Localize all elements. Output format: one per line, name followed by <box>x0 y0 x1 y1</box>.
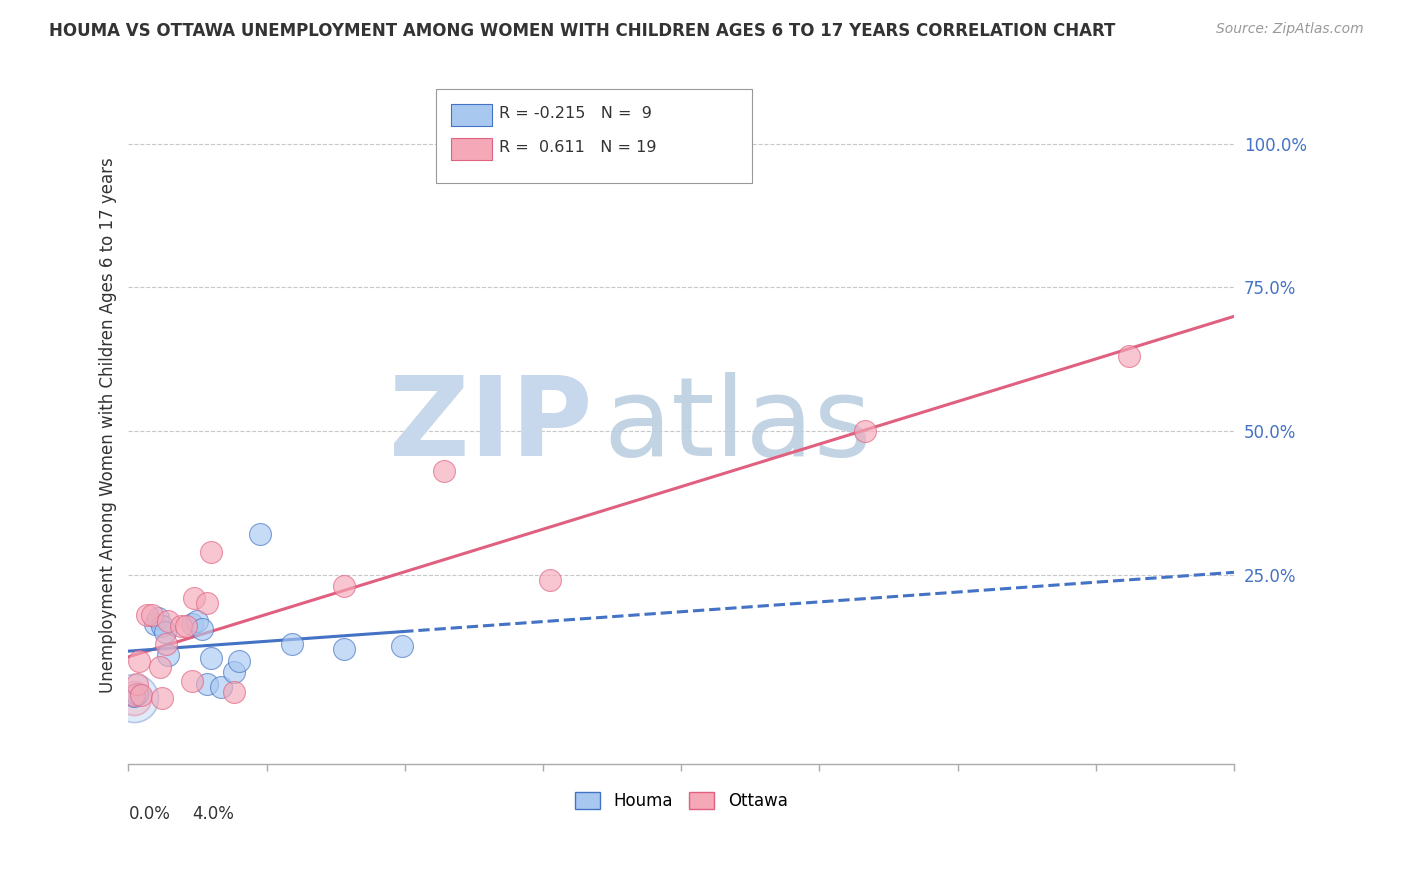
Point <box>136 607 159 622</box>
Point <box>391 640 413 654</box>
Text: 0.0%: 0.0% <box>128 805 170 823</box>
Point <box>197 596 219 610</box>
Text: atlas: atlas <box>603 372 872 479</box>
Point <box>538 574 561 588</box>
Point <box>170 619 193 633</box>
Point <box>125 687 148 701</box>
Point <box>191 622 214 636</box>
Point <box>122 691 145 706</box>
Point <box>122 690 145 704</box>
Point <box>209 680 232 694</box>
Point <box>155 625 177 640</box>
Point <box>180 616 202 631</box>
Point <box>855 424 877 438</box>
Point <box>222 665 245 680</box>
Point <box>222 685 245 699</box>
Point <box>176 619 198 633</box>
Point <box>186 614 208 628</box>
Y-axis label: Unemployment Among Women with Children Ages 6 to 17 years: Unemployment Among Women with Children A… <box>100 158 117 693</box>
Point <box>183 591 205 605</box>
Point <box>200 545 222 559</box>
Point <box>197 677 219 691</box>
Point <box>228 654 250 668</box>
Text: ZIP: ZIP <box>389 372 593 479</box>
Point <box>150 691 173 706</box>
Point <box>180 673 202 688</box>
Point <box>249 527 271 541</box>
Point <box>125 677 148 691</box>
Text: R =  0.611   N = 19: R = 0.611 N = 19 <box>499 140 657 155</box>
Point <box>146 611 169 625</box>
Point <box>200 651 222 665</box>
Point <box>433 464 456 478</box>
Legend: Houma, Ottawa: Houma, Ottawa <box>568 786 794 817</box>
Point <box>333 579 356 593</box>
Point <box>155 637 177 651</box>
Point <box>333 642 356 657</box>
Text: 4.0%: 4.0% <box>191 805 233 823</box>
Point <box>150 619 173 633</box>
Point <box>122 689 145 703</box>
Text: R = -0.215   N =  9: R = -0.215 N = 9 <box>499 106 652 121</box>
Point <box>149 659 172 673</box>
Point <box>143 616 166 631</box>
Point <box>122 691 145 706</box>
Text: Source: ZipAtlas.com: Source: ZipAtlas.com <box>1216 22 1364 37</box>
Point <box>1118 350 1140 364</box>
Point <box>128 654 150 668</box>
Point <box>129 689 152 703</box>
Point <box>280 637 302 651</box>
Point <box>157 648 180 662</box>
Text: HOUMA VS OTTAWA UNEMPLOYMENT AMONG WOMEN WITH CHILDREN AGES 6 TO 17 YEARS CORREL: HOUMA VS OTTAWA UNEMPLOYMENT AMONG WOMEN… <box>49 22 1115 40</box>
Point <box>141 607 163 622</box>
Point <box>157 614 180 628</box>
